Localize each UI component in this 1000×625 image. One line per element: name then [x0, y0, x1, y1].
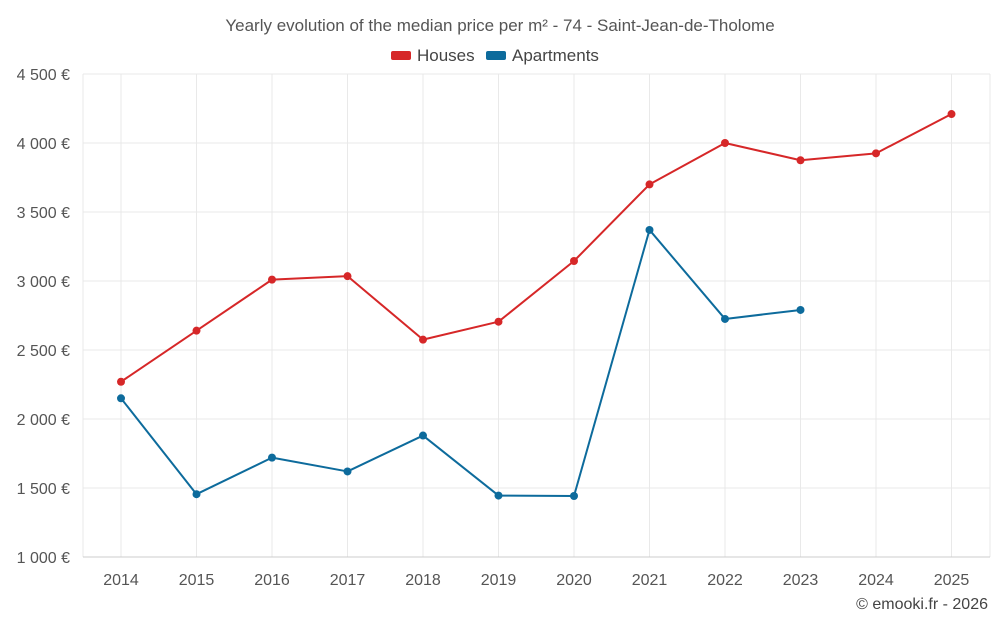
- x-tick-label: 2014: [103, 572, 139, 589]
- y-tick-label: 3 000 €: [17, 274, 70, 291]
- legend-swatch-apartments: [486, 51, 506, 60]
- data-point-houses: [947, 110, 956, 119]
- y-tick-label: 4 000 €: [17, 136, 70, 153]
- y-tick-label: 1 000 €: [17, 550, 70, 567]
- y-tick-label: 4 500 €: [17, 67, 70, 84]
- data-point-apartments: [796, 305, 805, 314]
- y-tick-label: 2 500 €: [17, 343, 70, 360]
- legend-swatch-houses: [391, 51, 411, 60]
- data-point-apartments: [343, 467, 352, 476]
- y-tick-label: 1 500 €: [17, 481, 70, 498]
- y-tick-label: 2 000 €: [17, 412, 70, 429]
- data-point-apartments: [494, 491, 503, 500]
- legend-label-houses[interactable]: Houses: [417, 46, 475, 65]
- y-tick-label: 3 500 €: [17, 205, 70, 222]
- series-line-apartments: [120, 228, 801, 498]
- x-tick-label: 2025: [934, 572, 970, 589]
- data-point-houses: [570, 256, 578, 265]
- data-point-apartments: [645, 225, 654, 234]
- data-point-houses: [494, 317, 503, 326]
- data-point-houses: [419, 335, 427, 344]
- data-point-apartments: [192, 490, 201, 499]
- axes: 1 000 € 1 500 € 2 000 € 2 500 € 3 000 € 3 500…: [17, 67, 990, 589]
- data-point-houses: [343, 272, 352, 281]
- data-point-houses: [117, 377, 125, 386]
- credit-text: © emooki.fr - 2026: [856, 596, 988, 613]
- data-point-houses: [192, 326, 201, 335]
- data-point-apartments: [570, 492, 578, 501]
- x-tick-label: 2021: [632, 572, 668, 589]
- data-point-houses: [721, 139, 729, 147]
- data-point-houses: [645, 180, 654, 189]
- data-point-apartments: [268, 453, 276, 462]
- x-tick-label: 2019: [481, 572, 517, 589]
- chart-title: Yearly evolution of the median price per…: [225, 16, 774, 35]
- series-line-houses: [120, 113, 952, 383]
- data-point-houses: [872, 149, 880, 158]
- legend-label-apartments[interactable]: Apartments: [512, 46, 599, 65]
- grid: [82, 73, 991, 557]
- x-tick-label: 2018: [405, 572, 441, 589]
- x-tick-label: 2016: [254, 572, 290, 589]
- series: [117, 110, 956, 501]
- data-point-apartments: [721, 314, 729, 323]
- data-point-houses: [796, 156, 805, 165]
- x-tick-label: 2020: [556, 572, 592, 589]
- data-point-apartments: [419, 431, 427, 440]
- x-tick-label: 2015: [179, 572, 215, 589]
- x-tick-label: 2023: [783, 572, 819, 589]
- data-point-apartments: [117, 394, 125, 403]
- legend[interactable]: Houses Apartments: [391, 46, 599, 65]
- x-tick-label: 2022: [707, 572, 743, 589]
- x-tick-label: 2017: [330, 572, 366, 589]
- data-point-houses: [268, 275, 276, 284]
- x-tick-label: 2024: [858, 572, 894, 589]
